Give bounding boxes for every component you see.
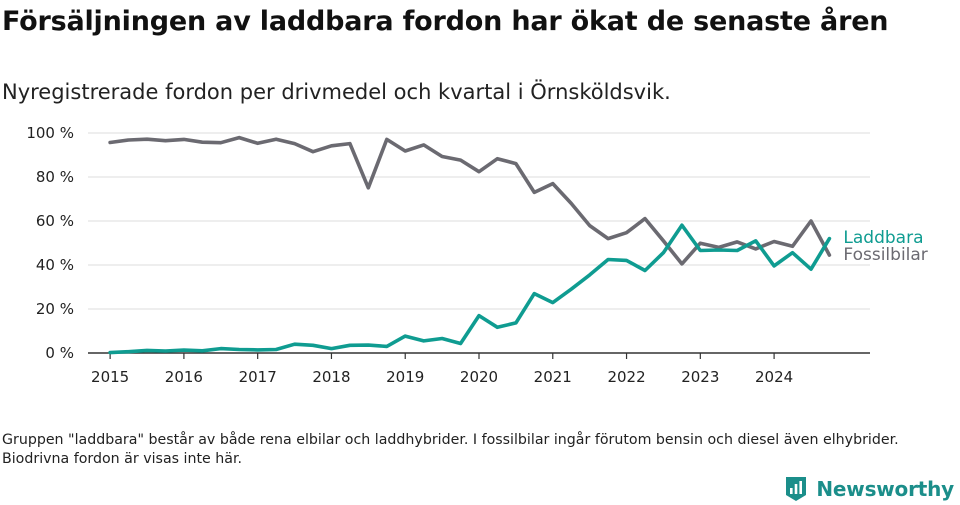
- line-chart: 0 %20 %40 %60 %80 %100 % 2015 2016 2017 201…: [26, 124, 927, 386]
- gridlines: [88, 132, 870, 310]
- x-tick-label: 2017: [239, 368, 277, 386]
- x-tick-label: 2020: [460, 368, 498, 386]
- y-axis: 0 % 20 % 40 % 60 % 80 % 100 %: [26, 124, 74, 362]
- series-label-laddbara: Laddbara: [843, 228, 923, 248]
- y-tick-label: 100 %: [26, 124, 74, 142]
- y-tick-label: 20 %: [36, 300, 74, 318]
- series-line-fossilbilar: [108, 135, 832, 266]
- y-tick-label: 60 %: [36, 212, 74, 230]
- brand-name: Newsworthy: [816, 477, 954, 501]
- chart-title: Försäljningen av laddbara fordon har öka…: [2, 6, 889, 37]
- series-line-laddbara: [108, 223, 832, 355]
- y-tick-label: 40 %: [36, 256, 74, 274]
- x-axis: 2015 2016 2017 2018 2019 2020 2021 2022 2023 2024: [88, 352, 870, 386]
- newsworthy-logo-icon: [786, 477, 807, 501]
- chart-subtitle: Nyregistrerade fordon per drivmedel och …: [2, 80, 671, 104]
- x-tick-label: 2021: [534, 368, 572, 386]
- x-tick-label: 2024: [755, 368, 793, 386]
- x-tick-label: 2022: [607, 368, 645, 386]
- series-lines: [108, 135, 832, 355]
- footnote: Gruppen "laddbara" består av både rena e…: [2, 432, 899, 467]
- y-tick-label: 80 %: [36, 168, 74, 186]
- brand-logo[interactable]: Newsworthy: [784, 476, 954, 502]
- x-tick-label: 2019: [386, 368, 424, 386]
- x-tick-label: 2023: [681, 368, 719, 386]
- x-tick-label: 2015: [91, 368, 129, 386]
- x-tick-label: 2018: [312, 368, 350, 386]
- y-tick-label: 0 %: [45, 344, 74, 362]
- series-label-fossilbilar: Fossilbilar: [843, 245, 927, 265]
- x-tick-label: 2016: [165, 368, 203, 386]
